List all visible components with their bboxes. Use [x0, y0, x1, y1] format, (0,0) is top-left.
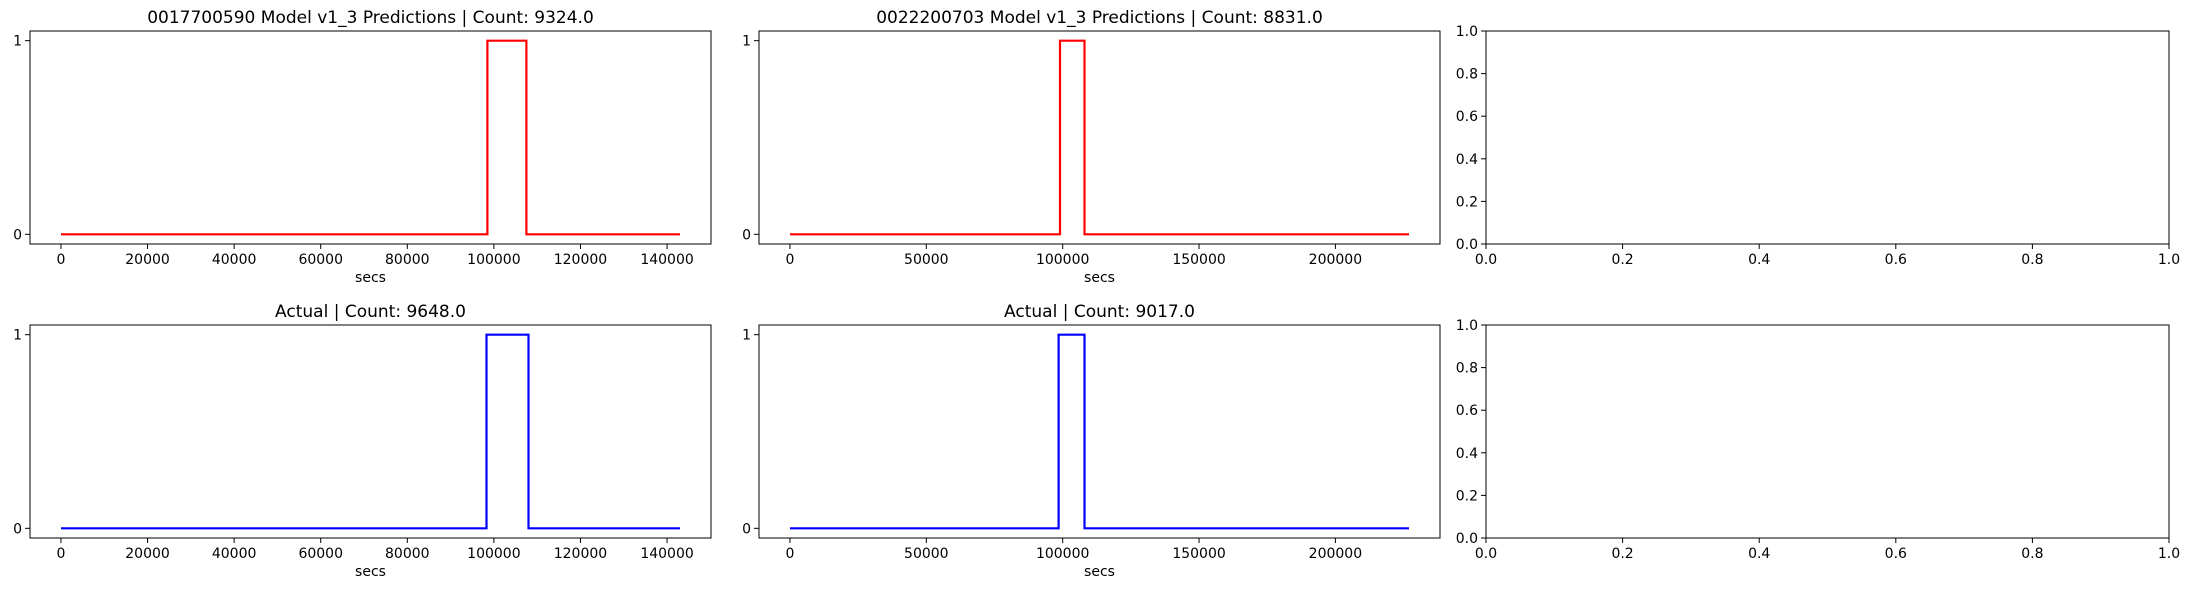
axes-frame: [29, 324, 712, 539]
y-tick-label: 0.0: [1456, 531, 1478, 547]
x-tick-label: 0.2: [1611, 252, 1633, 268]
x-tick-label: 100000: [467, 546, 520, 562]
x-axis-label: secs: [1084, 564, 1115, 580]
axes-frame: [758, 324, 1441, 539]
subplot-2: 0 50000 100000 150000 200000 0 1 secs 0022200703…: [742, 8, 1441, 286]
x-tick-label: 0.0: [1475, 546, 1497, 562]
x-axis-label: secs: [1084, 270, 1115, 286]
x-tick-label: 60000: [298, 546, 343, 562]
subplot-title: Actual | Count: 9648.0: [275, 302, 466, 322]
x-axis-label: secs: [355, 564, 386, 580]
x-tick-label: 150000: [1172, 252, 1225, 268]
x-tick-label: 0.8: [2021, 546, 2043, 562]
x-tick-label: 100000: [1036, 252, 1089, 268]
axes-frame: [1485, 324, 2170, 539]
x-tick-label: 20000: [125, 546, 170, 562]
x-tick-label: 140000: [640, 546, 693, 562]
y-tick-label: 0.2: [1456, 488, 1478, 504]
x-tick-label: 0.6: [1885, 252, 1907, 268]
y-tick-label: 0: [13, 521, 22, 537]
y-tick-label: 0.8: [1456, 361, 1478, 377]
x-tick-label: 0.4: [1748, 252, 1770, 268]
x-tick-label: 0.4: [1748, 546, 1770, 562]
x-tick-label: 0.6: [1885, 546, 1907, 562]
y-tick-label: 1: [13, 328, 22, 344]
y-tick-label: 1: [742, 328, 751, 344]
x-tick-label: 200000: [1309, 546, 1362, 562]
y-tick-label: 0.6: [1456, 109, 1478, 125]
x-tick-label: 40000: [212, 252, 257, 268]
subplot-3: 0.0 0.2 0.4 0.6 0.8 1.0 0.0 0.2 0.4 0.6 0.8 1.0: [1456, 24, 2180, 268]
x-tick-label: 0.0: [1475, 252, 1497, 268]
axes-frame: [758, 30, 1441, 245]
x-tick-label: 0: [56, 252, 65, 268]
y-tick-label: 0: [13, 227, 22, 243]
y-tick-label: 0.2: [1456, 194, 1478, 210]
x-tick-label: 50000: [904, 546, 949, 562]
axes-frame: [29, 30, 712, 245]
x-tick-label: 100000: [1036, 546, 1089, 562]
x-tick-label: 60000: [298, 252, 343, 268]
y-tick-label: 1.0: [1456, 24, 1478, 40]
x-tick-label: 0: [56, 546, 65, 562]
subplot-1: 0 20000 40000 60000 80000 100000 120000 140000 0…: [13, 8, 712, 286]
x-tick-label: 0.2: [1611, 546, 1633, 562]
x-tick-label: 80000: [385, 252, 430, 268]
series-line: [61, 39, 680, 236]
series-line: [790, 333, 1409, 530]
x-tick-label: 0: [785, 546, 794, 562]
y-tick-label: 1: [13, 34, 22, 50]
subplot-6: 0.0 0.2 0.4 0.6 0.8 1.0 0.0 0.2 0.4 0.6 0.8 1.0: [1456, 318, 2180, 562]
x-tick-label: 100000: [467, 252, 520, 268]
y-tick-label: 0.4: [1456, 446, 1478, 462]
subplot-5: 0 50000 100000 150000 200000 0 1 secs Actual | C…: [742, 302, 1441, 580]
x-tick-label: 80000: [385, 546, 430, 562]
series-line: [790, 39, 1409, 236]
y-tick-label: 0.8: [1456, 67, 1478, 83]
y-tick-label: 0.4: [1456, 152, 1478, 168]
x-tick-label: 1.0: [2158, 546, 2180, 562]
x-tick-label: 50000: [904, 252, 949, 268]
series-line: [61, 333, 680, 530]
subplot-title: Actual | Count: 9017.0: [1004, 302, 1195, 322]
x-tick-label: 0: [785, 252, 794, 268]
y-tick-label: 1.0: [1456, 318, 1478, 334]
x-tick-label: 40000: [212, 546, 257, 562]
x-tick-label: 120000: [554, 546, 607, 562]
x-axis-label: secs: [355, 270, 386, 286]
x-tick-label: 140000: [640, 252, 693, 268]
subplot-4: 0 20000 40000 60000 80000 100000 120000 140000 0…: [13, 302, 712, 580]
x-tick-label: 1.0: [2158, 252, 2180, 268]
y-tick-label: 0: [742, 227, 751, 243]
subplot-title: 0017700590 Model v1_3 Predictions | Coun…: [147, 8, 594, 28]
x-tick-label: 0.8: [2021, 252, 2043, 268]
y-tick-label: 0.0: [1456, 237, 1478, 253]
subplot-title: 0022200703 Model v1_3 Predictions | Coun…: [876, 8, 1323, 28]
x-tick-label: 150000: [1172, 546, 1225, 562]
x-tick-label: 120000: [554, 252, 607, 268]
x-tick-label: 200000: [1309, 252, 1362, 268]
y-tick-label: 1: [742, 34, 751, 50]
y-tick-label: 0: [742, 521, 751, 537]
y-tick-label: 0.6: [1456, 403, 1478, 419]
x-tick-label: 20000: [125, 252, 170, 268]
axes-frame: [1485, 30, 2170, 245]
